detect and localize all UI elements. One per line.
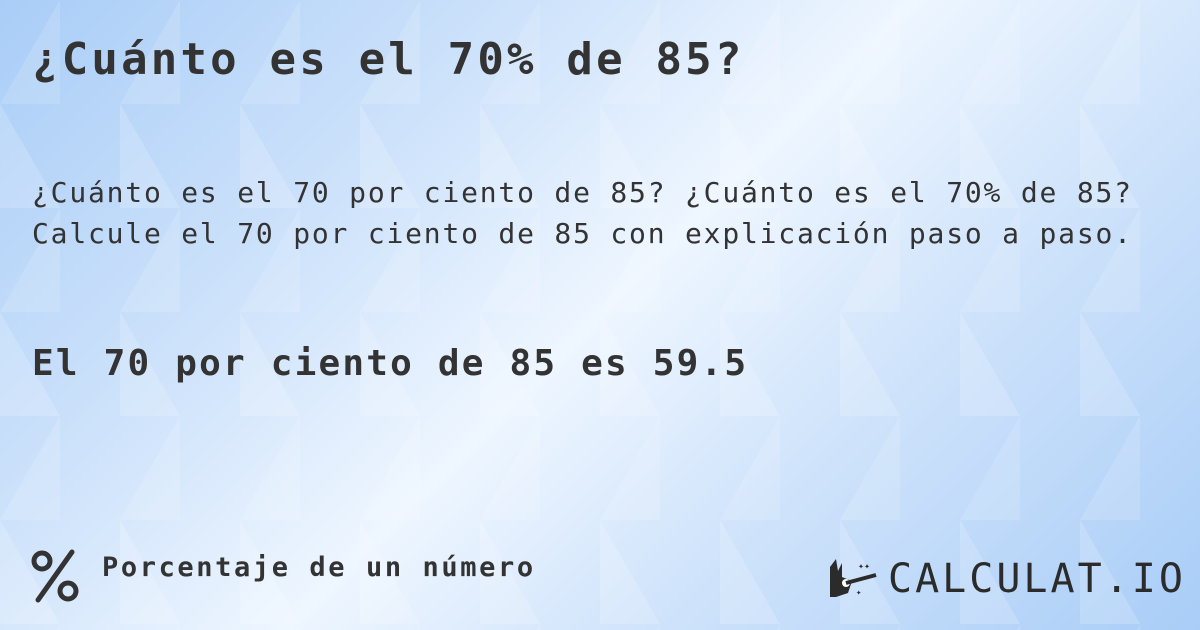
svg-text:✦: ✦ (856, 588, 862, 598)
page-title: ¿Cuánto es el 70% de 85? (32, 34, 745, 85)
description-line: Calcule el 70 por ciento de 85 con expli… (32, 217, 1133, 250)
result-text: El 70 por ciento de 85 es 59.5 (32, 343, 749, 384)
logo-text: CALCULAT.IO (888, 556, 1186, 602)
category-label: Porcentaje de un número (102, 552, 536, 583)
calculat-io-logo[interactable]: ✦✦ ✦ CALCULAT.IO (828, 556, 1186, 602)
description-line: ¿Cuánto es el 70 por ciento de 85? ¿Cuán… (32, 176, 1133, 209)
percent-icon (31, 549, 79, 603)
svg-text:✦✦: ✦✦ (858, 561, 870, 572)
magic-hand-icon: ✦✦ ✦ (830, 559, 877, 598)
description: ¿Cuánto es el 70 por ciento de 85? ¿Cuán… (32, 172, 1133, 254)
